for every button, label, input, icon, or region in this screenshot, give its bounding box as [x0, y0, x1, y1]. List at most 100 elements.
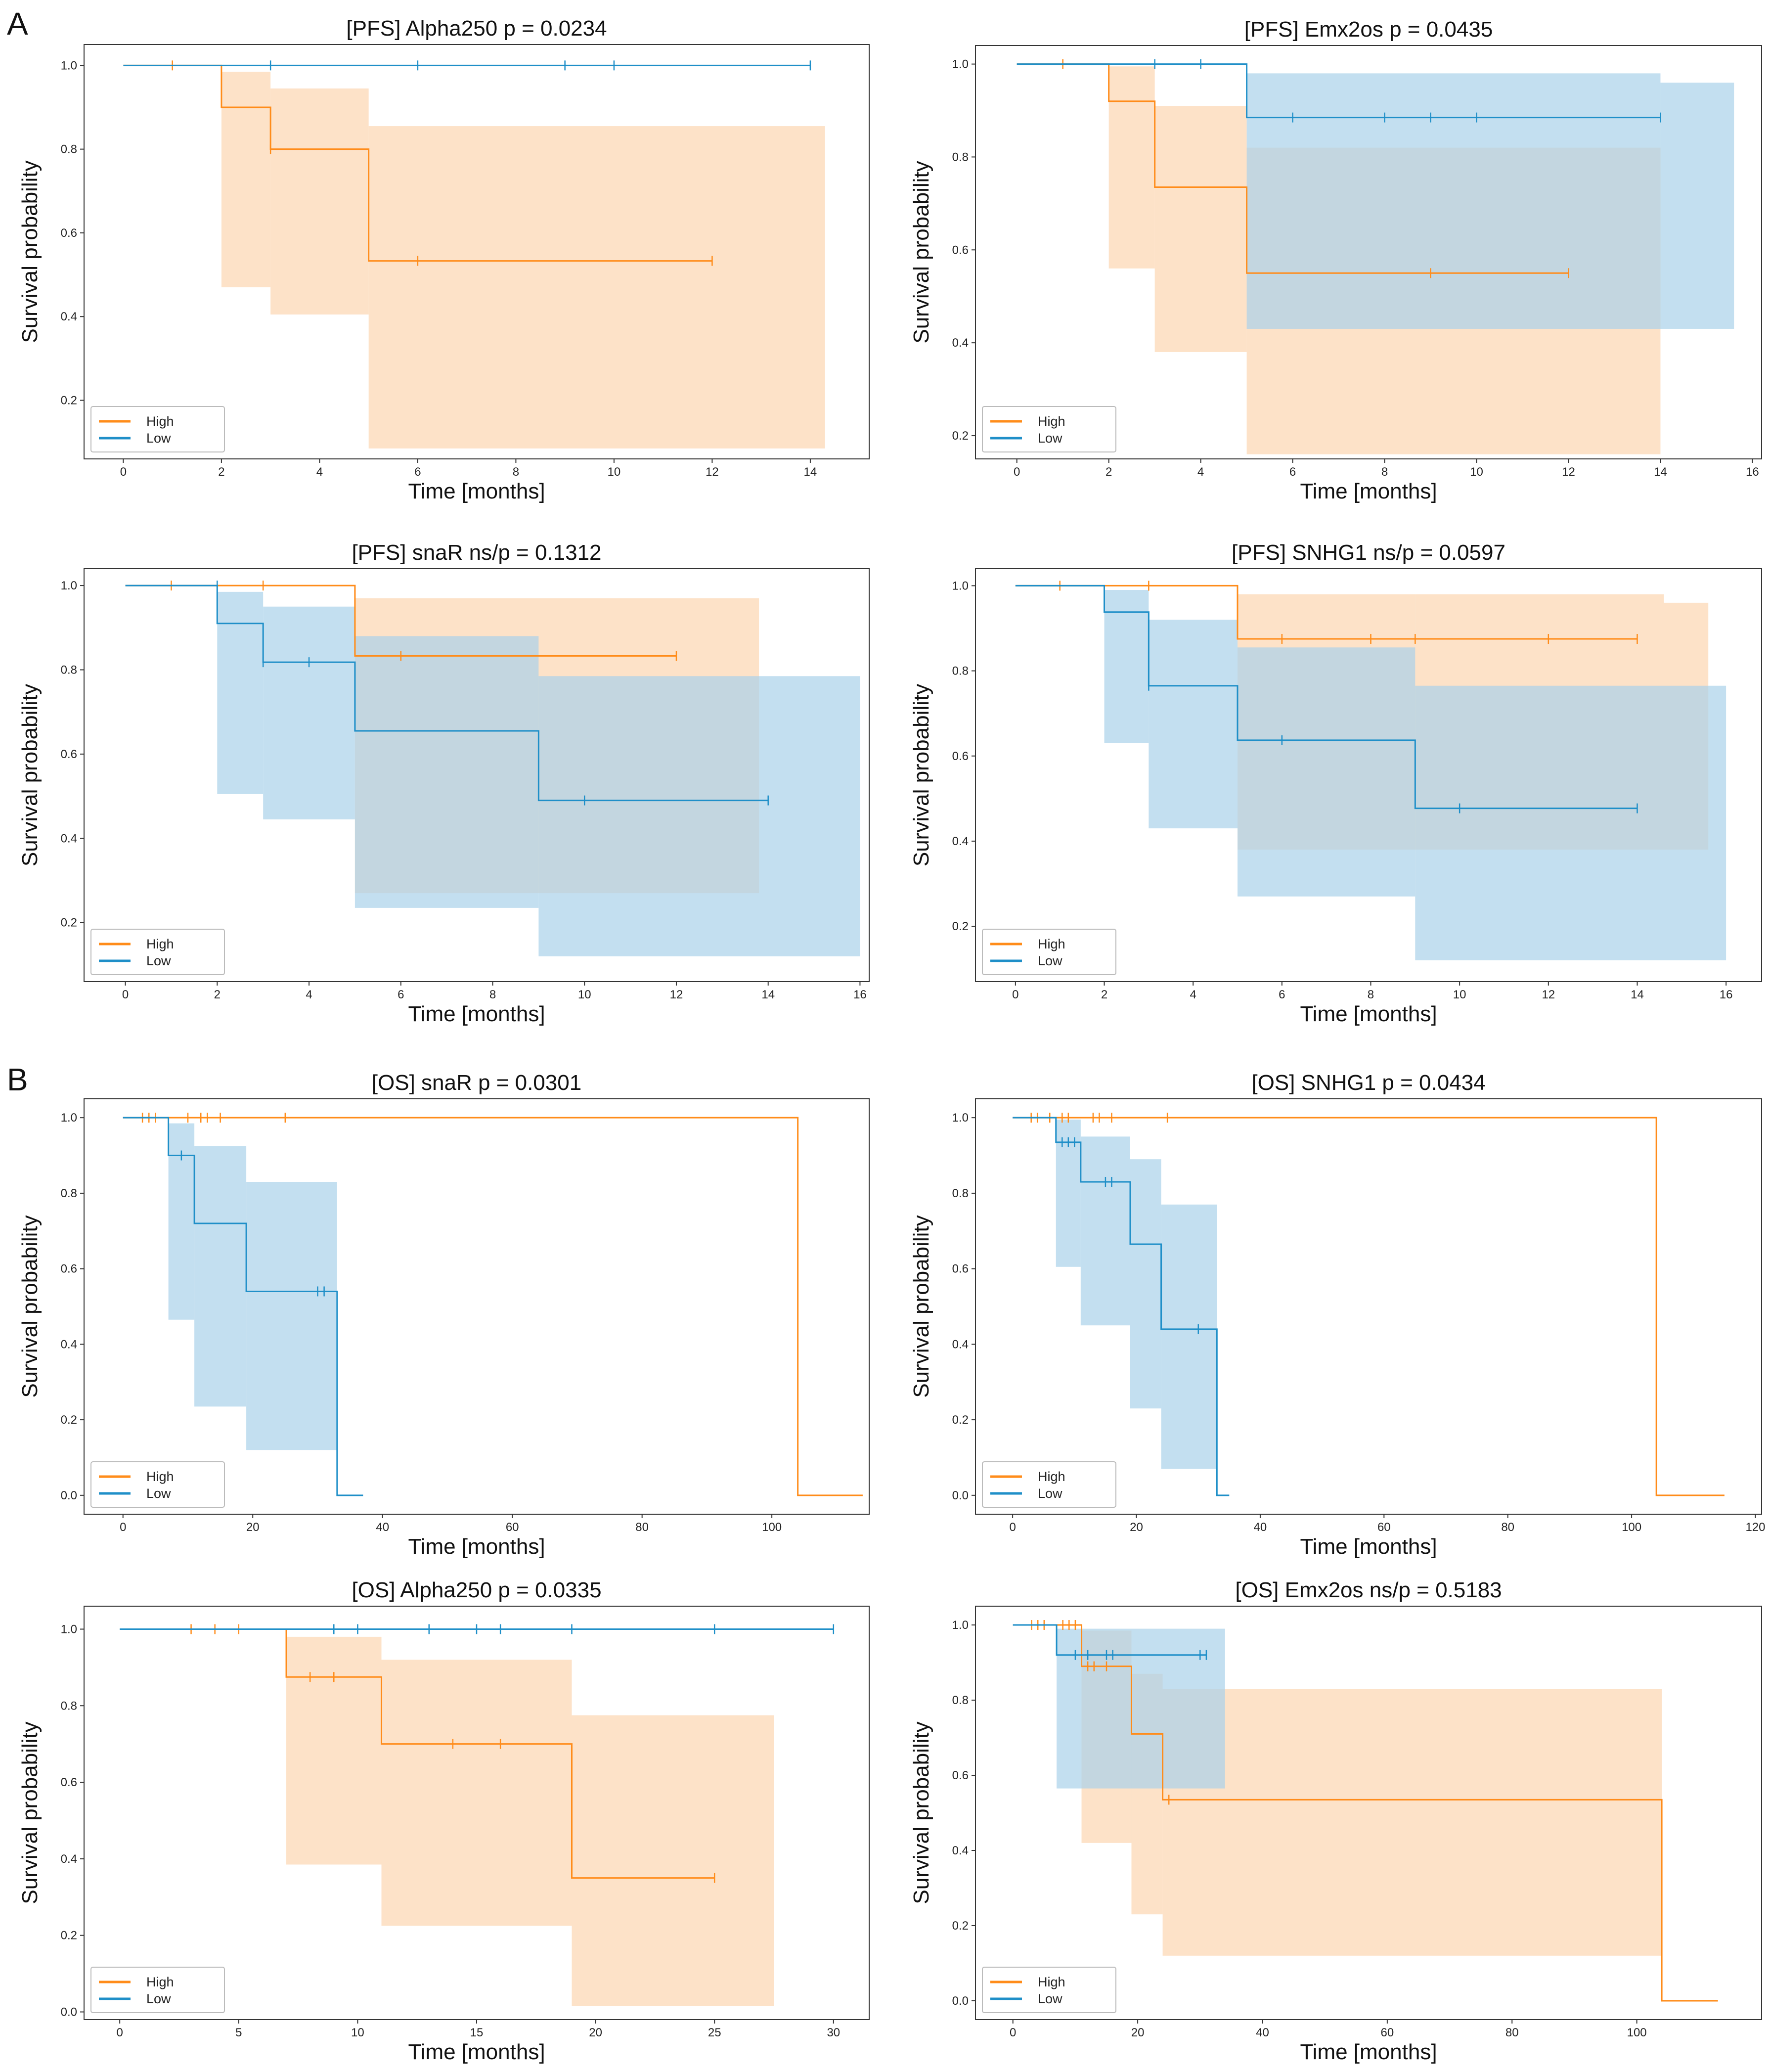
- legend-label-low: Low: [1038, 953, 1062, 968]
- x-tick-label: 60: [506, 1521, 519, 1534]
- x-tick-label: 2: [218, 465, 224, 479]
- y-axis-ticks: 0.0 0.2 0.4 0.6 0.8 1.0: [952, 1111, 975, 1502]
- x-tick-label: 20: [246, 1521, 260, 1534]
- survival-curve-high: [123, 1117, 863, 1496]
- survival-curve-low: [123, 1117, 363, 1496]
- y-tick-label: 0.0: [61, 2006, 77, 2019]
- ci-segment: [538, 676, 860, 956]
- y-tick-label: 0.4: [61, 1852, 77, 1866]
- y-tick-label: 0.2: [952, 920, 969, 933]
- x-tick-label: 12: [670, 988, 683, 1001]
- ci-band-high: [221, 72, 825, 449]
- x-tick-label: 0: [117, 2026, 123, 2039]
- legend: High Low: [90, 1461, 225, 1508]
- legend: High Low: [982, 1967, 1116, 2013]
- ci-segment: [1415, 685, 1726, 960]
- censor-marks-low: [269, 60, 811, 71]
- y-tick-label: 0.6: [952, 750, 969, 763]
- x-axis-ticks: 0 2 4 6 8 10 12 14 16: [122, 982, 867, 1001]
- y-tick-label: 0.4: [952, 1844, 969, 1857]
- x-tick-label: 2: [1106, 465, 1112, 479]
- x-tick-label: 14: [1654, 465, 1667, 479]
- legend: High Low: [90, 1967, 225, 2013]
- ci-segment: [194, 1146, 247, 1407]
- y-axis-label: Survival probability: [18, 1721, 42, 1904]
- survival-curve-high: [123, 64, 712, 262]
- y-tick-label: 0.8: [952, 1187, 969, 1200]
- x-tick-label: 15: [470, 2026, 484, 2039]
- x-tick-label: 12: [1542, 988, 1555, 1001]
- censor-marks-low: [1074, 1650, 1207, 1660]
- legend: High Low: [982, 929, 1116, 975]
- ci-segment: [1238, 647, 1416, 897]
- x-tick-label: 6: [398, 988, 404, 1001]
- x-tick-label: 60: [1381, 2026, 1394, 2039]
- x-axis-label: Time [months]: [408, 2040, 545, 2064]
- censor-marks-low: [333, 1624, 835, 1634]
- ci-segment: [221, 72, 271, 287]
- x-tick-label: 120: [1745, 1521, 1765, 1534]
- legend-label-high: High: [1038, 1469, 1065, 1484]
- survival-curve-low: [1017, 63, 1661, 119]
- ci-segment: [270, 88, 369, 315]
- y-axis-ticks: 0.0 0.2 0.4 0.6 0.8 1.0: [952, 1619, 975, 2008]
- chart-title: [OS] Emx2os ns/p = 0.5183: [1235, 1578, 1502, 1602]
- ci-segment: [246, 1182, 337, 1450]
- ci-segment: [1149, 620, 1238, 829]
- x-tick-label: 12: [1562, 465, 1575, 479]
- y-tick-label: 0.4: [952, 1338, 969, 1351]
- legend-label-high: High: [146, 937, 174, 951]
- y-tick-label: 0.8: [61, 143, 77, 156]
- x-tick-label: 12: [706, 465, 719, 479]
- x-tick-label: 20: [1130, 1521, 1143, 1534]
- x-axis-ticks: 0 20 40 60 80 100: [1010, 2020, 1647, 2039]
- x-tick-label: 8: [1381, 465, 1388, 479]
- y-axis-label: Survival probability: [909, 1215, 933, 1397]
- ci-segment: [354, 636, 539, 908]
- x-axis-ticks: 0 2 4 6 8 10 12 14 16: [1014, 459, 1759, 479]
- ci-segment: [1108, 66, 1155, 269]
- survival-curve-high: [1017, 63, 1569, 274]
- x-tick-label: 60: [1377, 1521, 1391, 1534]
- chart-title: [PFS] Alpha250 p = 0.0234: [346, 16, 607, 41]
- x-tick-label: 6: [1289, 465, 1296, 479]
- x-tick-label: 8: [489, 988, 496, 1001]
- ci-band-low: [1056, 1120, 1217, 1469]
- y-tick-label: 1.0: [61, 1622, 77, 1636]
- plot-frame: [975, 45, 1762, 459]
- plot-frame: [84, 568, 870, 982]
- x-tick-label: 6: [1279, 988, 1285, 1001]
- legend-label-high: High: [146, 1975, 174, 1989]
- survival-curve-low: [1015, 585, 1637, 810]
- y-tick-label: 0.6: [61, 1776, 77, 1789]
- survival-curve-high: [1015, 585, 1637, 640]
- x-tick-label: 0: [1010, 2026, 1016, 2039]
- y-axis-ticks: 0.0 0.2 0.4 0.6 0.8 1.0: [61, 1622, 84, 2019]
- y-tick-label: 0.4: [61, 1338, 77, 1351]
- survival-curve-high: [1013, 1117, 1725, 1496]
- y-tick-label: 1.0: [952, 1111, 969, 1125]
- y-tick-label: 0.8: [952, 150, 969, 164]
- legend-box: [982, 1967, 1116, 2013]
- censor-marks-high: [190, 1624, 715, 1883]
- x-tick-label: 2: [214, 988, 221, 1001]
- x-tick-label: 4: [1197, 465, 1204, 479]
- chart-os_emx2os: [OS] Emx2os ns/p = 0.5183 0 20 40 60 80 100 0.0…: [909, 1578, 1762, 2064]
- survival-curve-low: [1013, 1624, 1206, 1656]
- x-tick-label: 10: [578, 988, 591, 1001]
- legend: High Low: [90, 406, 225, 452]
- survival-curve-low: [1013, 1117, 1230, 1496]
- x-axis-ticks: 0 20 40 60 80 100 120: [1009, 1514, 1766, 1534]
- x-tick-label: 14: [1631, 988, 1644, 1001]
- y-tick-label: 0.4: [61, 832, 77, 845]
- y-tick-label: 0.6: [61, 748, 77, 761]
- ci-band-low: [217, 591, 860, 956]
- x-tick-label: 0: [1014, 465, 1020, 479]
- x-tick-label: 20: [1131, 2026, 1145, 2039]
- panel-label-a: A: [7, 6, 28, 42]
- chart-pfs_snar: [PFS] snaR ns/p = 0.1312 0 2 4 6 8 10 12 14 16 0.2…: [18, 541, 870, 1026]
- ci-segment: [1104, 590, 1149, 743]
- x-tick-label: 20: [589, 2026, 602, 2039]
